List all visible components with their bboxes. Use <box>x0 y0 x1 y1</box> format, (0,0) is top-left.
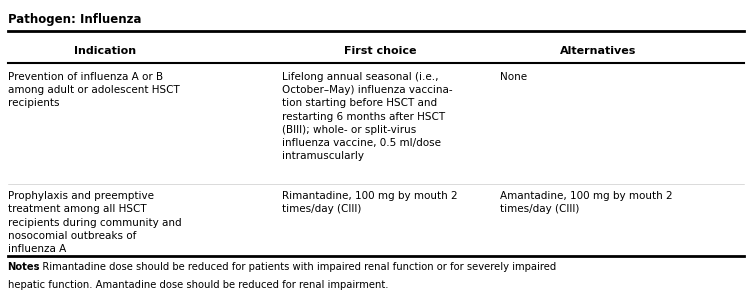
Text: Notes: Notes <box>8 262 40 272</box>
Text: Indication: Indication <box>74 46 136 56</box>
Text: Prophylaxis and preemptive
treatment among all HSCT
recipients during community : Prophylaxis and preemptive treatment amo… <box>8 191 181 254</box>
Text: hepatic function. Amantadine dose should be reduced for renal impairment.: hepatic function. Amantadine dose should… <box>8 280 388 290</box>
Text: None: None <box>500 72 527 82</box>
Text: Prevention of influenza A or B
among adult or adolescent HSCT
recipients: Prevention of influenza A or B among adu… <box>8 72 179 108</box>
Text: First choice: First choice <box>344 46 416 56</box>
Text: Amantadine, 100 mg by mouth 2
times/day (CIII): Amantadine, 100 mg by mouth 2 times/day … <box>500 191 673 214</box>
Text: : Rimantadine dose should be reduced for patients with impaired renal function o: : Rimantadine dose should be reduced for… <box>36 262 556 272</box>
Text: Rimantadine, 100 mg by mouth 2
times/day (CIII): Rimantadine, 100 mg by mouth 2 times/day… <box>282 191 458 214</box>
Text: Lifelong annual seasonal (i.e.,
October–May) influenza vaccina-
tion starting be: Lifelong annual seasonal (i.e., October–… <box>282 72 453 161</box>
Text: Alternatives: Alternatives <box>559 46 636 56</box>
Text: Pathogen: Influenza: Pathogen: Influenza <box>8 13 141 26</box>
